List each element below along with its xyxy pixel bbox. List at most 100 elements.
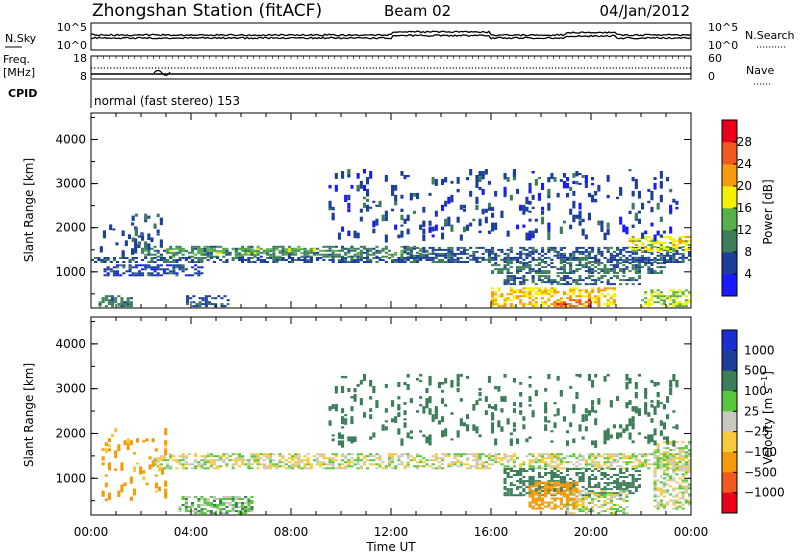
velocity-cell: [297, 457, 301, 460]
power-cell: [141, 235, 145, 241]
velocity-cell: [222, 461, 226, 464]
power-cell: [450, 194, 454, 203]
velocity-cell: [516, 486, 520, 489]
power-cell: [644, 262, 648, 265]
power-cell: [491, 301, 495, 304]
velocity-cell: [247, 461, 251, 464]
velocity-cell: [531, 491, 535, 494]
velocity-cell: [194, 461, 198, 464]
power-cell: [631, 283, 635, 286]
velocity-cell: [303, 455, 307, 458]
power-cell: [569, 272, 573, 274]
velocity-cell: [625, 476, 629, 478]
velocity-cell: [459, 463, 463, 466]
velocity-cell: [637, 474, 641, 476]
power-cell: [250, 261, 254, 263]
power-cell: [309, 257, 313, 259]
velocity-cell: [244, 512, 248, 515]
power-cell: [634, 184, 638, 190]
power-cell: [172, 255, 176, 258]
velocity-cell: [391, 453, 395, 456]
power-cell: [609, 297, 613, 300]
power-cell: [325, 249, 329, 252]
velocity-cell: [256, 467, 260, 470]
power-cell: [459, 257, 463, 259]
velocity-cell: [441, 416, 445, 423]
velocity-cell: [453, 453, 457, 456]
velocity-cell: [481, 467, 485, 470]
velocity-cell: [534, 491, 538, 494]
power-cell: [375, 261, 379, 263]
power-cell: [104, 297, 108, 300]
power-cell: [194, 247, 198, 250]
velocity-cell: [234, 506, 238, 508]
power-cell: [659, 259, 663, 261]
velocity-cell: [656, 447, 660, 450]
power-cell: [587, 268, 591, 271]
velocity-cell: [622, 500, 626, 502]
power-cell: [600, 254, 604, 257]
power-cell: [659, 270, 663, 273]
power-cell: [344, 251, 348, 254]
power-cell: [409, 192, 413, 201]
power-cell: [625, 261, 629, 263]
power-cell: [206, 248, 210, 251]
velocity-cell: [619, 482, 623, 485]
velocity-cell: [406, 461, 410, 464]
power-cell: [287, 253, 291, 256]
velocity-cell: [669, 461, 673, 464]
power-cell: [591, 256, 595, 259]
power-cell: [112, 228, 116, 231]
power-cell: [641, 246, 645, 249]
velocity-cell: [541, 499, 545, 502]
velocity-cell: [512, 494, 516, 497]
velocity-cell: [572, 493, 576, 496]
power-cell: [98, 305, 102, 308]
power-cell: [94, 261, 98, 263]
power-cell: [391, 208, 395, 212]
velocity-cell: [178, 510, 182, 513]
velocity-cell: [322, 453, 326, 456]
power-cell: [111, 305, 115, 308]
velocity-cell: [591, 498, 595, 500]
velocity-cell: [559, 507, 563, 510]
velocity-cell: [397, 404, 401, 410]
velocity-cell: [581, 474, 585, 476]
power-cell: [650, 291, 654, 294]
power-cell: [441, 232, 445, 240]
power-cell: [587, 291, 591, 294]
power-cell: [628, 262, 632, 265]
power-cell: [509, 257, 513, 259]
power-cell: [591, 246, 595, 249]
power-cell: [206, 253, 210, 256]
power-cell: [569, 295, 573, 298]
velocity-cell: [656, 465, 660, 468]
power-cell: [637, 218, 641, 224]
velocity-cell: [656, 505, 660, 508]
power-cell: [584, 250, 588, 253]
power-cell: [659, 216, 663, 222]
velocity-cell: [164, 440, 168, 445]
velocity-cell: [522, 494, 526, 497]
velocity-cell: [553, 402, 557, 405]
velocity-cell: [184, 506, 188, 508]
power-cell: [487, 261, 491, 263]
velocity-cell: [209, 512, 213, 515]
velocity-cell: [606, 453, 610, 456]
power-cell: [616, 277, 620, 280]
power-cell: [591, 264, 595, 267]
power-cell: [587, 250, 591, 253]
velocity-cell: [562, 480, 566, 483]
velocity-cell: [369, 379, 373, 387]
power-cell: [187, 257, 191, 259]
velocity-cell: [634, 455, 638, 458]
velocity-cell: [531, 507, 535, 510]
velocity-cell: [612, 504, 616, 506]
power-cell: [572, 190, 576, 196]
power-cell: [472, 250, 476, 253]
velocity-cell: [597, 484, 601, 487]
power-cell: [684, 289, 688, 292]
power-cell: [622, 275, 626, 278]
power-cell: [109, 268, 113, 271]
power-cell: [556, 283, 560, 286]
